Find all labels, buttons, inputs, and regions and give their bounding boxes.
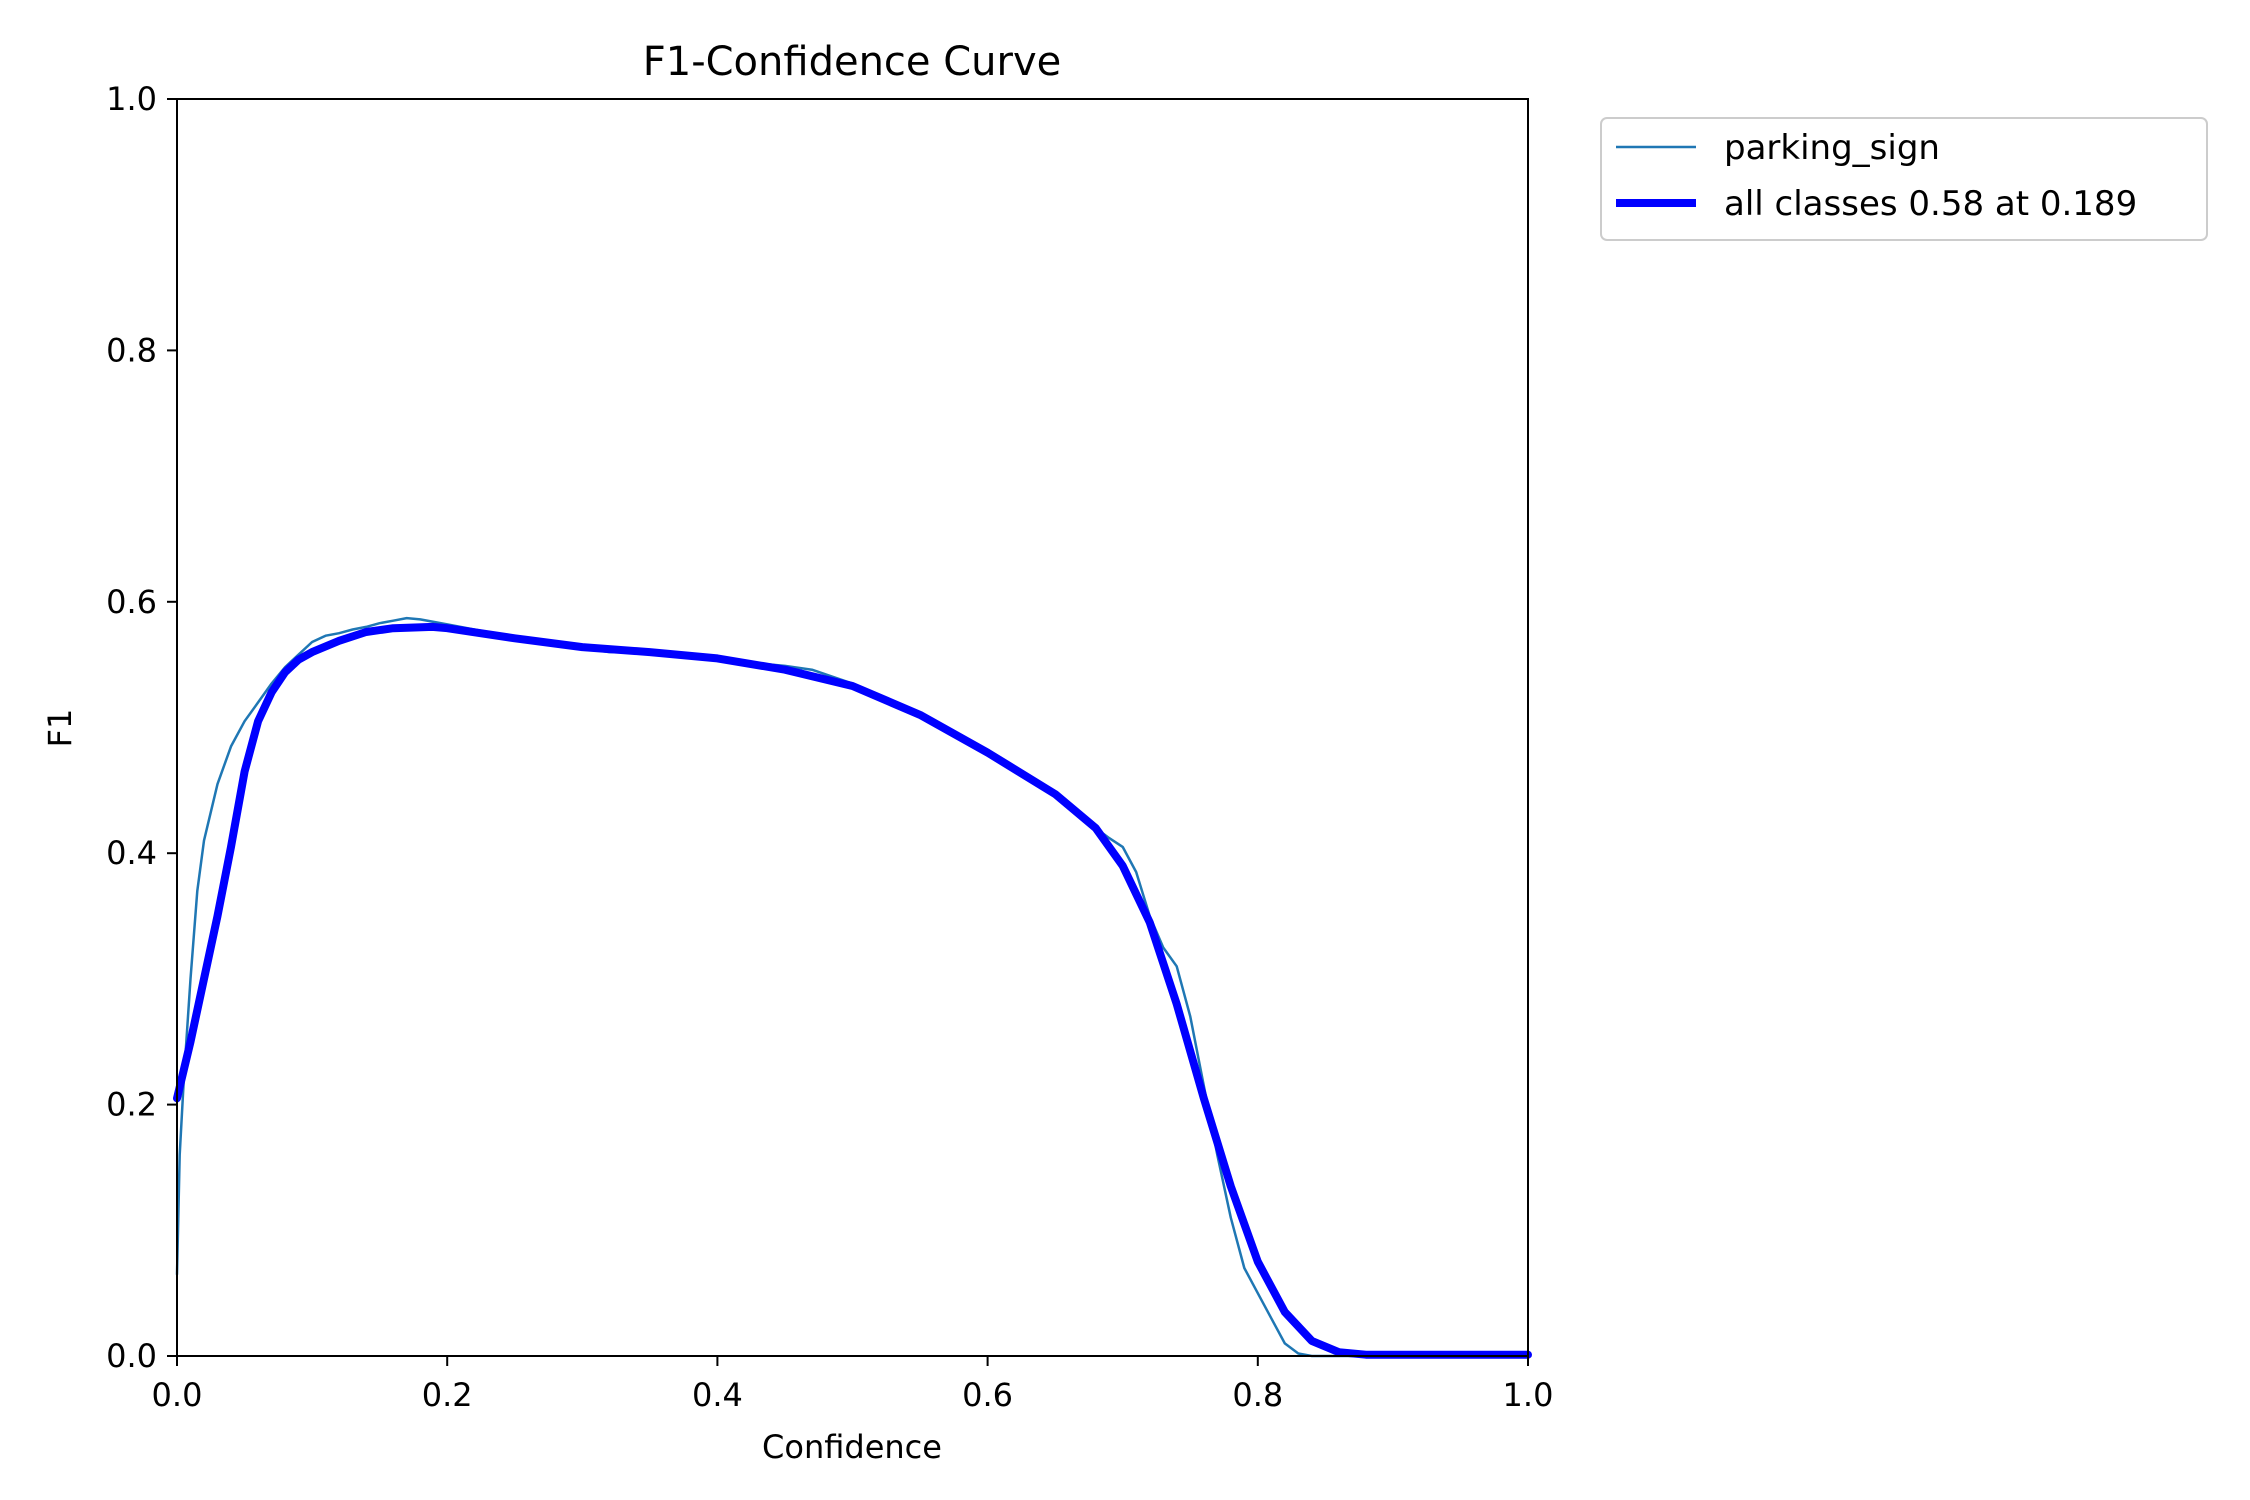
series-layer xyxy=(173,616,1532,1359)
y-tick-label: 0.8 xyxy=(106,331,157,369)
x-axis-label: Confidence xyxy=(762,1428,942,1466)
y-tick-label: 0.2 xyxy=(106,1086,157,1124)
chart-title: F1-Confidence Curve xyxy=(643,39,1062,85)
legend-label-all-classes: all classes 0.58 at 0.189 xyxy=(1724,184,2137,224)
x-tick-label: 0.0 xyxy=(152,1376,203,1414)
plot-frame xyxy=(176,98,1529,1357)
series-line-parking-sign xyxy=(175,616,1530,1358)
y-axis-label: F1 xyxy=(41,709,79,748)
series-line-all-classes-0-58-at-0-189 xyxy=(173,622,1532,1359)
x-tick-label: 0.2 xyxy=(422,1376,473,1414)
y-tick-label: 0.6 xyxy=(106,583,157,621)
legend-label-parking-sign: parking_sign xyxy=(1724,128,1940,168)
y-tick-label: 0.4 xyxy=(106,834,157,872)
plot-area: 0.0 0.2 0.4 0.6 0.8 1.0 0.0 0.2 0.4 0.6 0.8 1.0 xyxy=(106,80,1553,1414)
x-tick-label: 0.6 xyxy=(962,1376,1013,1414)
y-axis-ticks: 0.0 0.2 0.4 0.6 0.8 1.0 xyxy=(106,80,177,1375)
y-tick-label: 0.0 xyxy=(106,1337,157,1375)
legend: parking_sign all classes 0.58 at 0.189 xyxy=(1600,117,2208,241)
x-tick-label: 0.4 xyxy=(692,1376,743,1414)
x-tick-label: 1.0 xyxy=(1503,1376,1554,1414)
y-tick-label: 1.0 xyxy=(106,80,157,118)
legend-box xyxy=(1600,117,2208,241)
x-tick-label: 0.8 xyxy=(1232,1376,1283,1414)
x-axis-ticks: 0.0 0.2 0.4 0.6 0.8 1.0 xyxy=(152,1356,1554,1414)
